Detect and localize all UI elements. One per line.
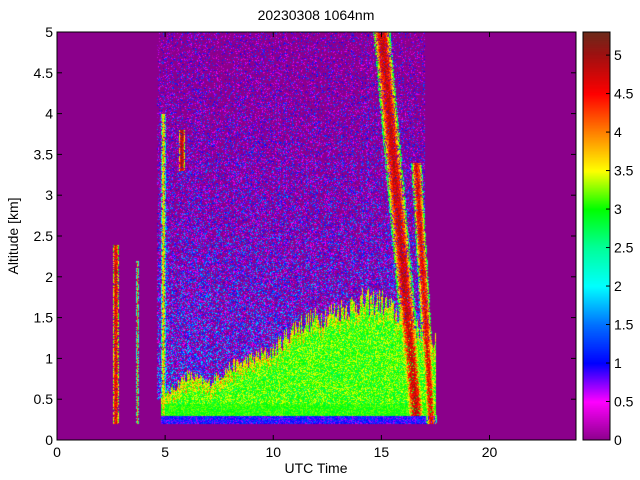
- chart-title: 20230308 1064nm: [258, 7, 375, 23]
- colorbar-tick-label: 0.5: [614, 394, 634, 410]
- colorbar-frame: [582, 31, 611, 441]
- y-tick-label: 0: [45, 432, 53, 448]
- y-tick-label: 2.5: [34, 228, 54, 244]
- y-tick-label: 1.5: [34, 310, 54, 326]
- colorbar-tick-label: 1: [614, 355, 622, 371]
- y-tick-label: 4.5: [34, 65, 54, 81]
- x-tick-label: 15: [374, 444, 390, 460]
- y-axis-label: Altitude [km]: [5, 197, 21, 274]
- colorbar-tick-label: 1.5: [614, 317, 634, 333]
- colorbar-tick-label: 3.5: [614, 163, 634, 179]
- x-tick-label: 0: [53, 444, 61, 460]
- plot-frame: [56, 31, 577, 441]
- x-tick-label: 20: [482, 444, 498, 460]
- colorbar-tick-label: 5: [614, 47, 622, 63]
- colorbar-tick-label: 4.5: [614, 86, 634, 102]
- colorbar-gradient: [583, 32, 610, 440]
- heatmap-image: [57, 32, 576, 440]
- x-tick-label: 5: [161, 444, 169, 460]
- colorbar-tick-label: 3: [614, 201, 622, 217]
- colorbar-tick-label: 0: [614, 432, 622, 448]
- colorbar-tick-label: 2: [614, 278, 622, 294]
- y-tick-label: 2: [45, 269, 53, 285]
- y-tick-label: 0.5: [34, 391, 54, 407]
- y-tick-label: 4: [45, 106, 53, 122]
- y-tick-label: 3: [45, 187, 53, 203]
- y-tick-label: 1: [45, 350, 53, 366]
- y-tick-label: 5: [45, 24, 53, 40]
- x-axis-label: UTC Time: [285, 460, 348, 476]
- colorbar-tick-label: 2.5: [614, 240, 634, 256]
- y-tick-label: 3.5: [34, 146, 54, 162]
- colorbar-tick-label: 4: [614, 124, 622, 140]
- x-tick-label: 10: [265, 444, 281, 460]
